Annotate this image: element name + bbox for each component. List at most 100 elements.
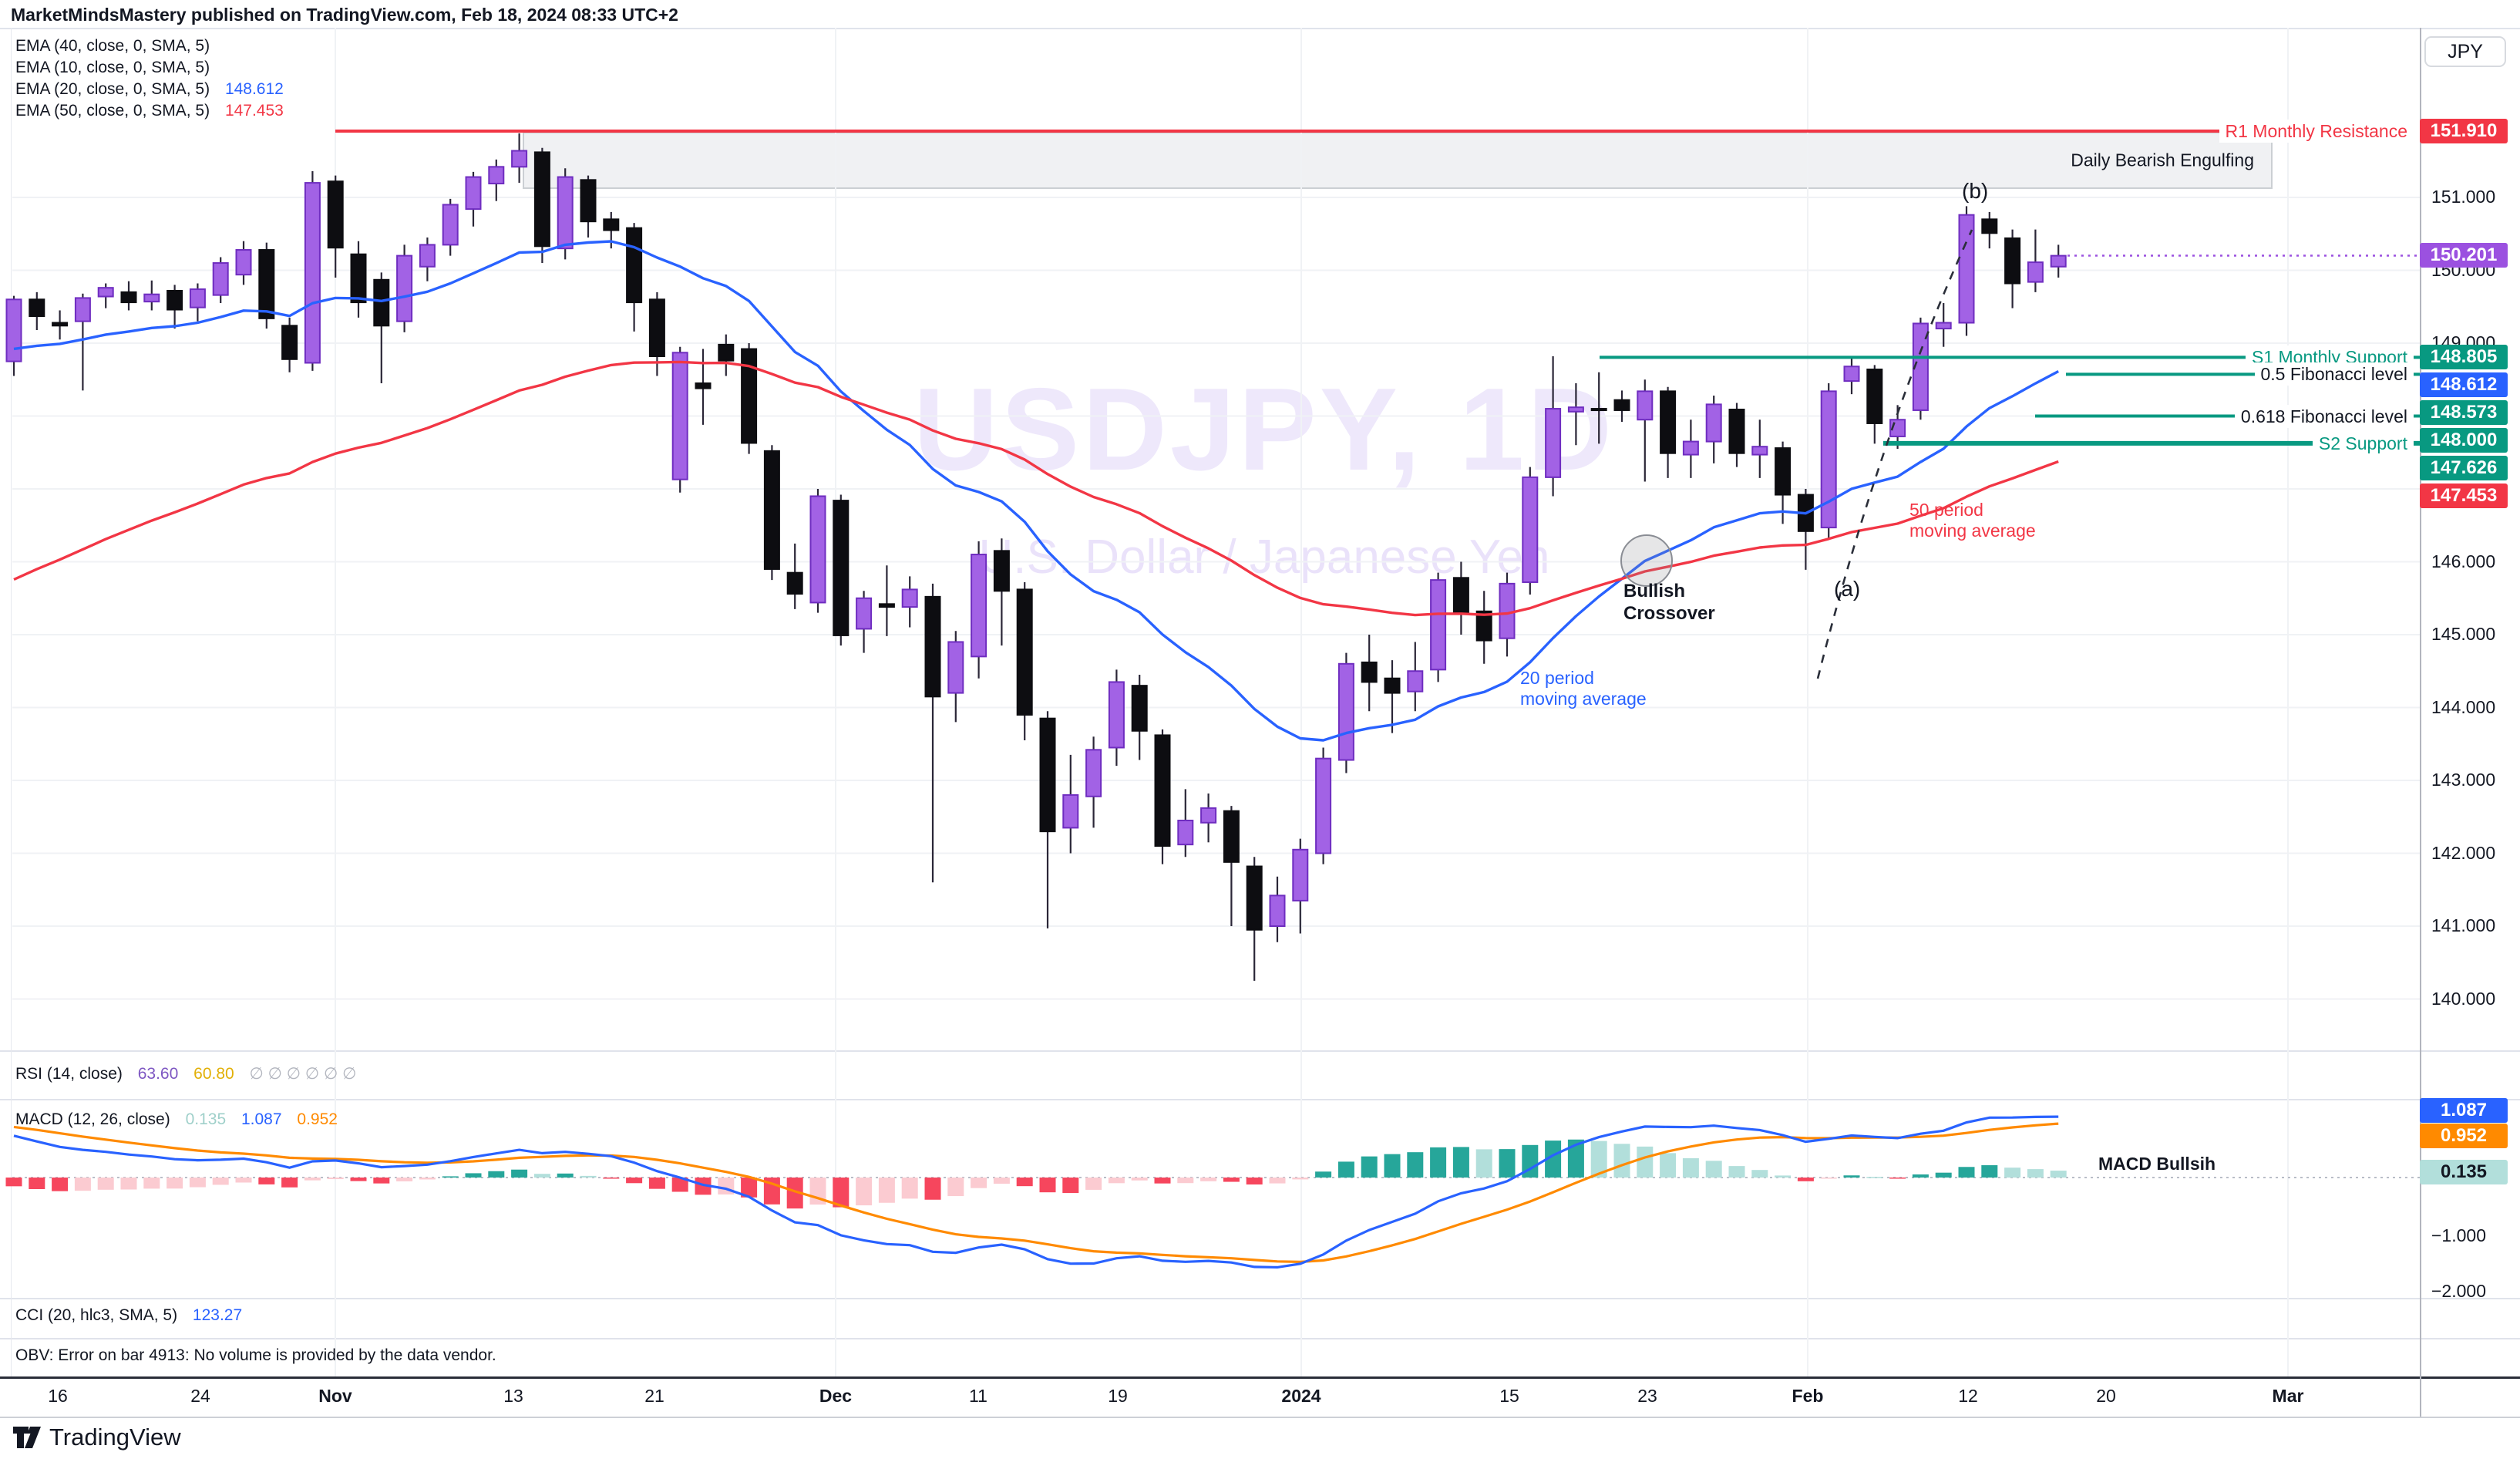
candle-body bbox=[1981, 218, 1998, 234]
candle-body bbox=[741, 348, 758, 444]
candle-body bbox=[1315, 757, 1332, 854]
candle-body bbox=[924, 595, 941, 698]
macd-histogram-bar bbox=[580, 1175, 597, 1178]
price-axis-label: 142.000 bbox=[2431, 843, 2496, 863]
macd-histogram-bar bbox=[1223, 1178, 1240, 1182]
time-axis-label: Nov bbox=[318, 1386, 352, 1406]
currency-toggle-button[interactable]: JPY bbox=[2424, 36, 2506, 67]
ma50-annotation: 50 period moving average bbox=[1909, 500, 2036, 541]
macd-histogram-bar bbox=[1958, 1167, 1975, 1178]
macd-histogram-bar bbox=[1613, 1144, 1630, 1178]
candle-body bbox=[304, 182, 321, 364]
macd-histogram-bar bbox=[2004, 1168, 2021, 1178]
candle-body bbox=[1062, 794, 1079, 829]
legend-label: EMA (20, close, 0, SMA, 5) bbox=[15, 80, 210, 98]
macd-histogram-bar bbox=[1728, 1166, 1745, 1178]
macd-histogram-bar bbox=[833, 1178, 850, 1208]
candle-body bbox=[833, 500, 850, 636]
macd-histogram-bar bbox=[350, 1178, 367, 1181]
macd-histogram-bar bbox=[1981, 1165, 1998, 1178]
macd-histogram-bar bbox=[1637, 1146, 1654, 1178]
macd-histogram-bar bbox=[235, 1178, 252, 1183]
candle-body bbox=[1016, 588, 1033, 716]
time-axis-label: 11 bbox=[969, 1386, 987, 1406]
legend-row-ema20[interactable]: EMA (20, close, 0, SMA, 5) 148.612 bbox=[15, 80, 284, 99]
legend-row-ema50[interactable]: EMA (50, close, 0, SMA, 5) 147.453 bbox=[15, 102, 284, 120]
price-badge: 151.910 bbox=[2420, 119, 2508, 143]
price-badge: 148.805 bbox=[2420, 345, 2508, 369]
legend-row-ema10[interactable]: EMA (10, close, 0, SMA, 5) bbox=[15, 59, 210, 77]
price-axis-label: 151.000 bbox=[2431, 187, 2496, 207]
macd-histogram-bar bbox=[1016, 1178, 1033, 1187]
candle-body bbox=[626, 227, 643, 304]
obv-header[interactable]: OBV: Error on bar 4913: No volume is pro… bbox=[15, 1346, 496, 1365]
candle-body bbox=[557, 176, 574, 250]
macd-histogram-bar bbox=[603, 1178, 620, 1179]
rsi-header[interactable]: RSI (14, close) 63.60 60.80 ∅ ∅ ∅ ∅ ∅ ∅ bbox=[15, 1064, 356, 1083]
macd-histogram-bar bbox=[1499, 1149, 1516, 1178]
candle-body bbox=[1085, 749, 1102, 797]
macd-histogram-bar bbox=[557, 1173, 574, 1178]
legend-row-ema40[interactable]: EMA (40, close, 0, SMA, 5) bbox=[15, 37, 210, 56]
candle-body bbox=[1590, 408, 1607, 412]
impulse-dashed-line[interactable] bbox=[1816, 229, 1973, 679]
macd-histogram-bar bbox=[993, 1178, 1010, 1184]
rsi-band-value: 60.80 bbox=[193, 1065, 234, 1083]
candle-body bbox=[1728, 408, 1745, 454]
bearish-engulfing-label: Daily Bearish Engulfing bbox=[2071, 150, 2254, 170]
macd-histogram-bar bbox=[1407, 1152, 1424, 1178]
candle-body bbox=[5, 298, 22, 362]
candle-body bbox=[327, 180, 344, 249]
candle-body bbox=[1682, 440, 1699, 456]
macd-histogram-bar bbox=[671, 1178, 688, 1192]
candle-body bbox=[1935, 322, 1952, 330]
macd-histogram-bar bbox=[1269, 1178, 1286, 1184]
header-divider bbox=[0, 28, 2520, 29]
candle-body bbox=[763, 450, 780, 570]
level-label: R1 Monthly Resistance bbox=[2219, 120, 2414, 143]
candle-body bbox=[1775, 447, 1792, 496]
time-axis-label: 2024 bbox=[1281, 1386, 1321, 1406]
candle-body bbox=[1545, 408, 1562, 478]
candle-body bbox=[1430, 579, 1447, 671]
macd-histogram-bar bbox=[786, 1178, 803, 1209]
tradingview-logo-icon bbox=[13, 1427, 41, 1448]
macd-histogram-bar bbox=[1797, 1178, 1814, 1181]
candle-body bbox=[1866, 369, 1883, 424]
cci-header[interactable]: CCI (20, hlc3, SMA, 5) 123.27 bbox=[15, 1306, 242, 1325]
candle-body bbox=[1223, 810, 1240, 863]
candle-body bbox=[1912, 322, 1929, 411]
candle-body bbox=[603, 218, 620, 231]
candle-body bbox=[189, 288, 206, 308]
macd-header[interactable]: MACD (12, 26, close) 0.135 1.087 0.952 bbox=[15, 1110, 338, 1129]
price-badge: 148.612 bbox=[2420, 372, 2508, 397]
macd-histogram-bar bbox=[648, 1178, 665, 1189]
candle-body bbox=[396, 254, 413, 322]
candle-body bbox=[1177, 819, 1194, 846]
candle-body bbox=[2050, 254, 2067, 268]
time-axis-bottom-border bbox=[0, 1417, 2520, 1418]
bearish-engulfing-zone[interactable]: Daily Bearish Engulfing bbox=[523, 132, 2273, 189]
macd-histogram-bar bbox=[947, 1178, 964, 1197]
macd-histogram-bar bbox=[5, 1178, 22, 1187]
macd-histogram-bar bbox=[167, 1178, 183, 1189]
candle-body bbox=[488, 166, 505, 185]
macd-histogram-bar bbox=[1935, 1172, 1952, 1178]
time-axis-label: 12 bbox=[1958, 1386, 1978, 1406]
price-axis-label: −2.000 bbox=[2431, 1281, 2486, 1301]
macd-histogram-bar bbox=[52, 1178, 69, 1191]
candle-body bbox=[1361, 661, 1378, 683]
ema20-line bbox=[13, 240, 2059, 742]
price-axis-label: 141.000 bbox=[2431, 915, 2496, 935]
rsi-value: 63.60 bbox=[137, 1065, 179, 1083]
crossover-circle[interactable] bbox=[1620, 534, 1673, 587]
plot-left-border bbox=[11, 28, 12, 1376]
macd-bullish-annotation: MACD Bullsih bbox=[2098, 1154, 2216, 1174]
candle-body bbox=[419, 244, 436, 268]
tradingview-branding[interactable]: TradingView bbox=[12, 1424, 181, 1451]
macd-histogram-bar bbox=[1062, 1178, 1079, 1194]
candle-body bbox=[1567, 406, 1584, 413]
candle-body bbox=[373, 278, 390, 327]
candle-body bbox=[350, 253, 367, 304]
